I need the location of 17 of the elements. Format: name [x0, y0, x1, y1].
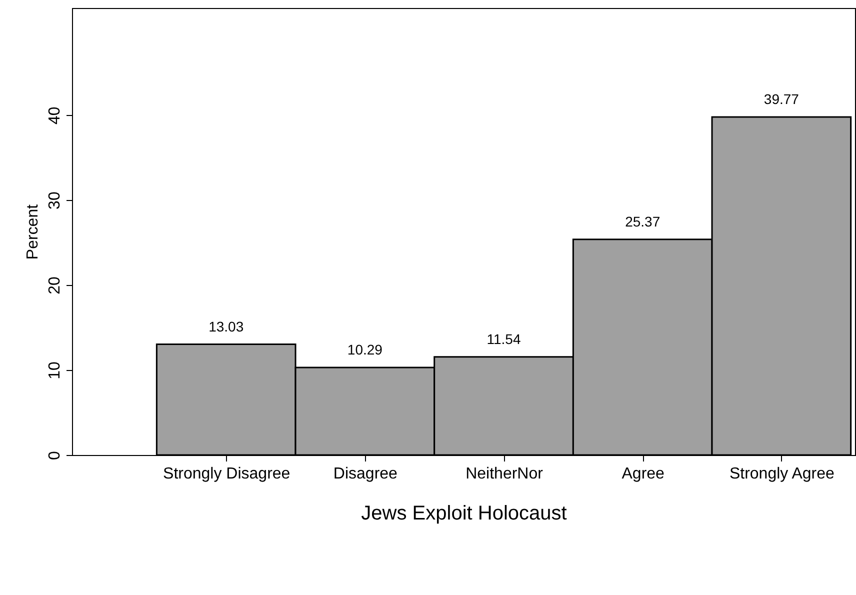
y-tick-label: 30 — [46, 192, 64, 210]
data-label: 39.77 — [764, 91, 800, 108]
y-tick-label: 40 — [46, 106, 64, 124]
x-axis-title: Jews Exploit Holocaust — [361, 502, 568, 524]
x-tick-label: Strongly Agree — [729, 466, 834, 482]
y-tick-label: 20 — [46, 276, 64, 294]
x-tick-label: NeitherNor — [466, 466, 544, 482]
y-tick-label: 0 — [46, 450, 64, 460]
data-label: 25.37 — [625, 213, 660, 230]
data-label: 10.29 — [347, 342, 383, 358]
data-label: 13.03 — [208, 318, 244, 334]
y-axis-title: Percent — [24, 204, 42, 260]
x-tick-label: Strongly Disagree — [163, 466, 290, 482]
y-tick-label: 10 — [46, 362, 64, 380]
x-tick-label: Disagree — [333, 466, 398, 482]
data-label: 11.54 — [486, 330, 521, 347]
x-tick-label: Agree — [622, 466, 665, 482]
